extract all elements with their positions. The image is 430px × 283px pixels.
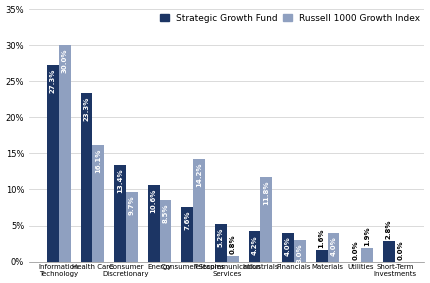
Bar <box>181 207 193 262</box>
Text: 14.2%: 14.2% <box>196 163 202 187</box>
Text: 11.8%: 11.8% <box>263 180 269 205</box>
Bar <box>383 241 395 262</box>
Text: 8.5%: 8.5% <box>163 204 169 223</box>
Bar <box>160 200 171 262</box>
Text: 1.6%: 1.6% <box>319 228 325 248</box>
Text: 4.2%: 4.2% <box>252 235 258 255</box>
Text: 4.0%: 4.0% <box>330 236 336 256</box>
Text: 13.4%: 13.4% <box>117 169 123 193</box>
Text: 23.3%: 23.3% <box>83 97 89 121</box>
Bar <box>126 192 138 262</box>
Bar <box>47 65 59 262</box>
Text: 30.0%: 30.0% <box>61 49 68 73</box>
Text: 0.0%: 0.0% <box>398 240 404 260</box>
Bar <box>361 248 373 262</box>
Text: 0.8%: 0.8% <box>230 234 236 254</box>
Bar <box>92 145 104 262</box>
Bar <box>215 224 227 262</box>
Bar <box>328 233 339 262</box>
Text: 7.6%: 7.6% <box>184 211 190 230</box>
Text: 0.0%: 0.0% <box>352 240 358 260</box>
Text: 27.3%: 27.3% <box>50 68 56 93</box>
Text: 4.0%: 4.0% <box>285 236 291 256</box>
Bar <box>227 256 239 262</box>
Bar <box>59 45 71 262</box>
Legend: Strategic Growth Fund, Russell 1000 Growth Index: Strategic Growth Fund, Russell 1000 Grow… <box>160 14 420 23</box>
Text: 2.8%: 2.8% <box>386 220 392 239</box>
Bar <box>316 250 328 262</box>
Bar <box>193 159 205 262</box>
Bar <box>249 231 260 262</box>
Text: 10.6%: 10.6% <box>150 189 157 213</box>
Bar <box>282 233 294 262</box>
Text: 9.7%: 9.7% <box>129 195 135 215</box>
Bar <box>148 185 160 262</box>
Text: 16.1%: 16.1% <box>95 149 101 173</box>
Bar <box>260 177 272 262</box>
Text: 1.9%: 1.9% <box>364 226 370 246</box>
Text: 5.2%: 5.2% <box>218 228 224 247</box>
Bar <box>80 93 92 262</box>
Bar <box>294 240 306 262</box>
Bar <box>114 165 126 262</box>
Text: 3.0%: 3.0% <box>297 244 303 263</box>
